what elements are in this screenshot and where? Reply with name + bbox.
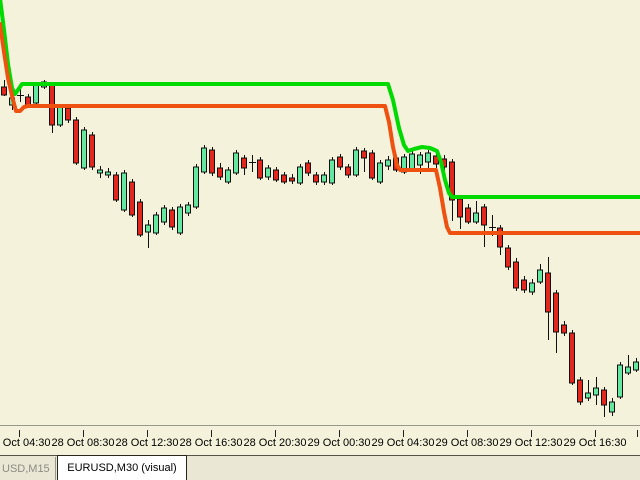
time-label: 28 Oct 04:30 (0, 437, 51, 449)
time-tick (275, 430, 276, 437)
chart-tabs: USD,M15 EURUSD,M30 (visual) (0, 455, 640, 480)
time-tick (83, 430, 84, 437)
candles-layer (1, 80, 639, 417)
time-tick (147, 430, 148, 437)
time-label: 29 Oct 12:30 (499, 437, 563, 449)
tab-eurusd-m30-visual[interactable]: EURUSD,M30 (visual) (57, 455, 187, 480)
time-tick (211, 430, 212, 437)
time-label: 29 Oct 16:30 (563, 437, 627, 449)
time-label: 29 Oct 00:30 (307, 437, 371, 449)
time-label: 28 Oct 08:30 (51, 437, 115, 449)
time-label: 28 Oct 12:30 (115, 437, 179, 449)
time-tick (467, 430, 468, 437)
time-tick (531, 430, 532, 437)
time-tick (595, 430, 596, 437)
chart-svg (0, 0, 640, 417)
time-tick (19, 430, 20, 437)
chart-canvas[interactable] (0, 0, 640, 425)
time-tick (637, 430, 638, 437)
time-tick (339, 430, 340, 437)
time-label: 29 Oct 08:30 (435, 437, 499, 449)
time-label: 28 Oct 16:30 (179, 437, 243, 449)
lower-step-line (0, 22, 640, 235)
time-label: 28 Oct 20:30 (243, 437, 307, 449)
tab-label: EURUSD,M30 (visual) (67, 462, 177, 474)
upper-step-line (0, 0, 640, 199)
tab-eurusd-m15[interactable]: USD,M15 (0, 457, 56, 480)
time-tick (403, 430, 404, 437)
tab-label: USD,M15 (2, 462, 50, 475)
time-label: 29 Oct 04:30 (371, 437, 435, 449)
